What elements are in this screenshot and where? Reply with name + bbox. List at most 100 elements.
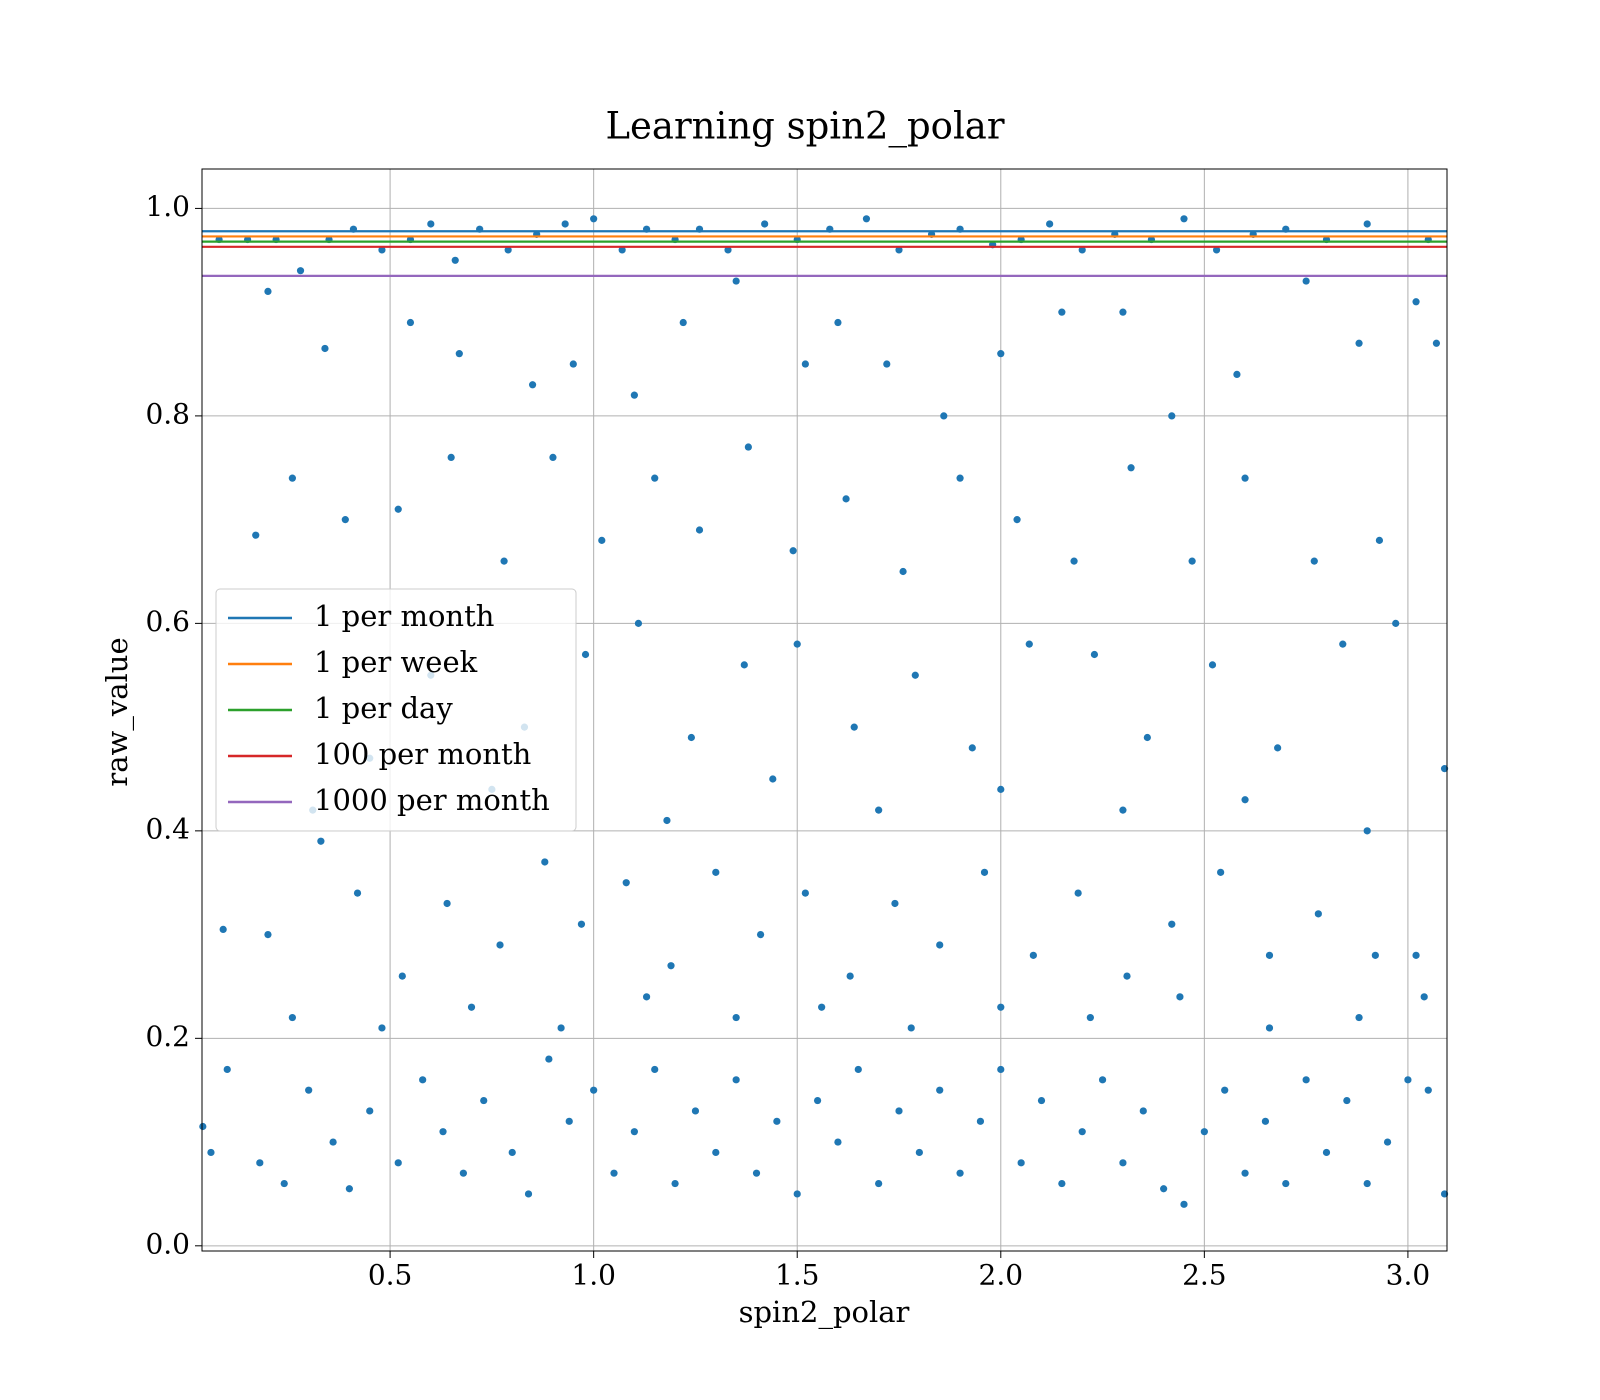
point — [1058, 1179, 1066, 1188]
point — [997, 785, 1005, 793]
point — [451, 256, 459, 264]
point — [1310, 557, 1318, 565]
point — [1098, 1076, 1107, 1084]
point — [1119, 1159, 1127, 1167]
point — [842, 495, 850, 503]
point — [1176, 993, 1184, 1001]
legend-label: 1000 per month — [314, 783, 550, 817]
y-tick-label: 0.0 — [145, 1227, 190, 1260]
point — [561, 220, 569, 228]
point — [1314, 910, 1322, 918]
y-tick-label: 0.8 — [145, 397, 190, 430]
point — [549, 453, 557, 461]
point — [256, 1159, 264, 1167]
point — [671, 1179, 679, 1188]
point — [1302, 1076, 1310, 1084]
point — [577, 920, 586, 928]
legend: 1 per month 1 per week 1 per day 100 per mo… — [215, 588, 577, 832]
point — [997, 1003, 1005, 1011]
legend-box — [215, 588, 577, 832]
point — [1265, 951, 1274, 959]
y-tick-label: 1.0 — [145, 190, 190, 223]
point — [1343, 1096, 1351, 1105]
point — [366, 1107, 374, 1115]
point — [936, 941, 944, 949]
legend-label: 1 per day — [314, 691, 453, 725]
point — [1432, 339, 1441, 347]
point — [1241, 474, 1249, 482]
legend-label: 100 per month — [314, 737, 531, 771]
legend-label: 1 per week — [314, 645, 478, 679]
point — [752, 1169, 761, 1177]
point — [341, 516, 349, 524]
point — [1375, 536, 1384, 544]
point — [569, 360, 577, 368]
point — [288, 1013, 296, 1022]
x-tick-label: 0.5 — [368, 1259, 413, 1292]
point — [394, 505, 402, 513]
point — [264, 287, 272, 296]
point — [883, 360, 891, 368]
point — [793, 640, 801, 648]
point — [980, 868, 989, 876]
point — [1261, 1117, 1270, 1125]
point — [1363, 1179, 1371, 1188]
point — [1090, 650, 1099, 659]
point — [761, 220, 769, 228]
point — [1070, 557, 1078, 565]
point — [911, 671, 919, 679]
point — [1424, 1086, 1432, 1094]
point — [732, 1013, 740, 1022]
point — [875, 1179, 883, 1188]
point — [305, 1086, 313, 1094]
point — [1221, 1086, 1229, 1094]
point — [610, 1169, 618, 1177]
y-axis-label: raw_value — [100, 637, 135, 786]
x-tick-label: 1.0 — [571, 1259, 616, 1292]
point — [223, 1065, 231, 1074]
point — [264, 930, 272, 939]
point — [1440, 1190, 1449, 1198]
point — [459, 1169, 467, 1177]
point — [406, 318, 415, 327]
point — [1404, 1076, 1412, 1084]
point — [317, 837, 325, 845]
point — [1200, 1128, 1208, 1136]
point — [1282, 1179, 1290, 1188]
point — [455, 350, 463, 358]
point — [1440, 765, 1449, 773]
point — [793, 1190, 801, 1198]
x-tick-label: 3.0 — [1386, 1259, 1431, 1292]
point — [936, 1086, 944, 1094]
point — [1322, 1148, 1331, 1157]
point — [353, 889, 362, 897]
point — [1208, 661, 1217, 669]
point — [199, 1122, 207, 1131]
point — [724, 246, 732, 254]
y-tick-label: 0.4 — [145, 812, 190, 845]
point — [1168, 920, 1176, 928]
point — [968, 744, 976, 752]
point — [1212, 246, 1221, 254]
point — [1188, 557, 1196, 565]
point — [630, 1128, 638, 1136]
point — [740, 661, 748, 669]
point — [667, 962, 675, 970]
point — [329, 1138, 337, 1146]
point — [801, 889, 809, 897]
point — [565, 1117, 573, 1125]
point — [732, 277, 740, 285]
point — [769, 775, 777, 783]
point — [345, 1185, 353, 1193]
point — [891, 899, 899, 908]
point — [398, 972, 406, 980]
point — [651, 474, 659, 482]
point — [997, 1065, 1005, 1074]
point — [846, 972, 854, 980]
point — [895, 1107, 903, 1115]
x-tick-label: 1.5 — [775, 1259, 820, 1292]
point — [1058, 308, 1066, 316]
point — [1139, 1107, 1147, 1115]
point — [1078, 1128, 1086, 1136]
